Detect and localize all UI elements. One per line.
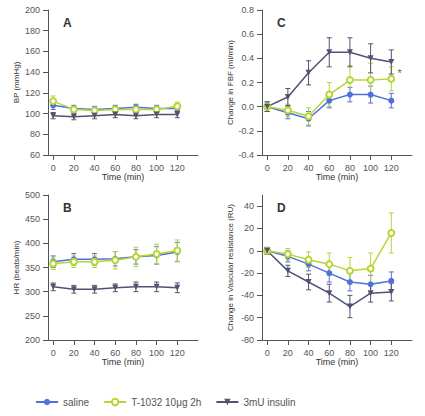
svg-text:B: B [63,201,72,215]
svg-text:-0.2: -0.2 [238,126,254,136]
svg-text:40: 40 [304,163,314,173]
svg-text:0.4: 0.4 [241,53,254,63]
svg-text:0.6: 0.6 [241,29,254,39]
svg-text:120: 120 [170,348,185,358]
svg-text:-0.4: -0.4 [238,150,254,160]
svg-text:500: 500 [25,190,40,200]
svg-text:40: 40 [244,201,254,211]
svg-text:T-1032 10μg 2h: T-1032 10μg 2h [131,397,201,408]
svg-text:Time (min): Time (min) [316,172,359,182]
svg-text:40: 40 [304,348,314,358]
svg-text:0: 0 [51,348,56,358]
svg-text:60: 60 [324,163,334,173]
svg-text:-60: -60 [241,313,254,323]
svg-text:*: * [397,67,402,79]
svg-text:80: 80 [345,348,355,358]
svg-text:120: 120 [25,88,40,98]
svg-text:D: D [277,201,286,215]
svg-text:3mU insulin: 3mU insulin [243,397,295,408]
svg-text:20: 20 [283,348,293,358]
svg-text:40: 40 [90,348,100,358]
svg-text:Time (min): Time (min) [316,357,359,367]
svg-text:140: 140 [25,67,40,77]
svg-text:60: 60 [324,348,334,358]
svg-text:0: 0 [265,163,270,173]
svg-text:100: 100 [149,348,164,358]
svg-text:300: 300 [25,287,40,297]
svg-text:-40: -40 [241,290,254,300]
svg-text:350: 350 [25,263,40,273]
svg-text:120: 120 [384,163,399,173]
svg-text:80: 80 [345,163,355,173]
svg-text:250: 250 [25,311,40,321]
svg-text:120: 120 [384,348,399,358]
svg-text:200: 200 [25,5,40,15]
svg-text:200: 200 [25,335,40,345]
svg-text:Change in Vascular resistance: Change in Vascular resistance (RU) [226,204,235,331]
svg-text:0: 0 [51,163,56,173]
svg-text:BP (mmHg): BP (mmHg) [12,61,21,103]
svg-text:20: 20 [283,163,293,173]
svg-text:0: 0 [265,348,270,358]
svg-text:0: 0 [249,246,254,256]
svg-text:100: 100 [363,163,378,173]
svg-text:60: 60 [30,150,40,160]
svg-text:60: 60 [110,163,120,173]
svg-text:Time (min): Time (min) [102,172,145,182]
svg-text:450: 450 [25,214,40,224]
svg-text:120: 120 [170,163,185,173]
svg-text:60: 60 [110,348,120,358]
svg-text:40: 40 [90,163,100,173]
svg-text:20: 20 [69,163,79,173]
svg-text:0.2: 0.2 [241,78,254,88]
svg-text:160: 160 [25,46,40,56]
svg-text:20: 20 [244,223,254,233]
svg-text:-20: -20 [241,268,254,278]
svg-text:80: 80 [30,129,40,139]
svg-text:-80: -80 [241,335,254,345]
svg-text:400: 400 [25,238,40,248]
svg-text:A: A [63,16,72,30]
svg-text:100: 100 [149,163,164,173]
svg-text:saline: saline [63,397,90,408]
svg-text:C: C [277,16,286,30]
svg-text:HR (beats/min): HR (beats/min) [12,240,21,294]
svg-text:80: 80 [131,348,141,358]
svg-text:20: 20 [69,348,79,358]
svg-text:100: 100 [363,348,378,358]
svg-text:100: 100 [25,109,40,119]
svg-text:Change in FBF (ml/min): Change in FBF (ml/min) [226,40,235,125]
svg-text:80: 80 [131,163,141,173]
svg-text:Time (min): Time (min) [102,357,145,367]
svg-text:0.8: 0.8 [241,5,254,15]
svg-text:180: 180 [25,26,40,36]
svg-text:0.0: 0.0 [241,102,254,112]
